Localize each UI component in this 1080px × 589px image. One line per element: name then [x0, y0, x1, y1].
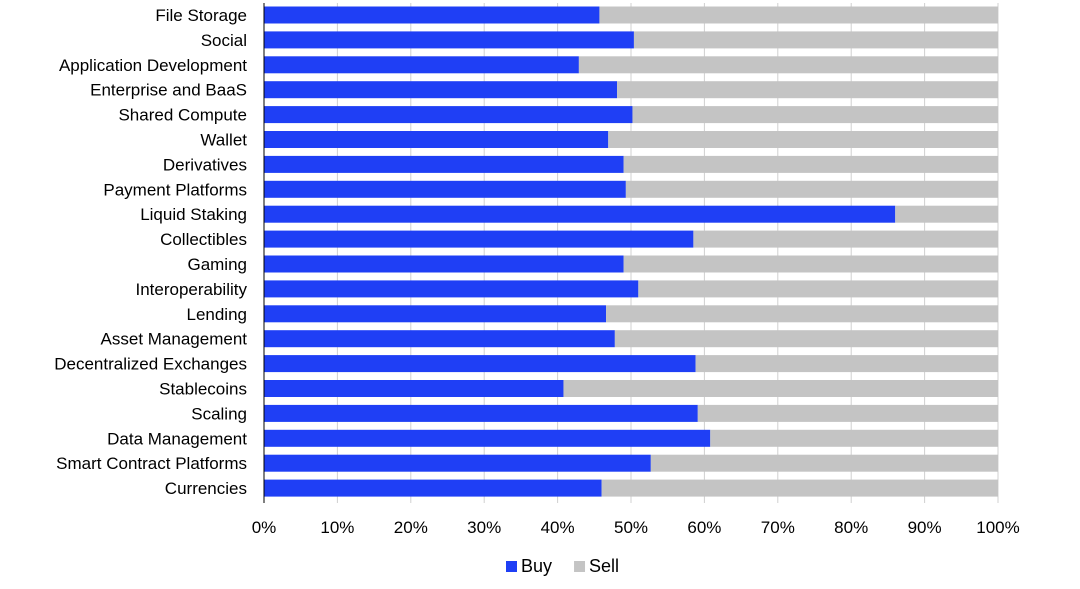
bar-buy	[264, 106, 633, 124]
bar-sell	[623, 255, 998, 273]
category-label: Liquid Staking	[140, 205, 247, 224]
category-label: Decentralized Exchanges	[54, 355, 247, 374]
x-tick-label: 100%	[976, 518, 1019, 537]
bar-buy	[264, 155, 624, 173]
x-tick-label: 80%	[834, 518, 868, 537]
bar-buy	[264, 230, 694, 248]
bar-buy	[264, 31, 634, 49]
legend-label-buy: Buy	[521, 556, 552, 576]
category-label: Derivatives	[163, 155, 247, 174]
bar-sell	[614, 330, 998, 348]
category-label: Smart Contract Platforms	[56, 454, 247, 473]
bar-buy	[264, 6, 600, 24]
bars-group	[264, 6, 998, 497]
bar-buy	[264, 280, 639, 298]
category-label: Wallet	[200, 131, 247, 150]
bar-sell	[693, 230, 998, 248]
x-tick-label: 20%	[394, 518, 428, 537]
category-label: Application Development	[59, 56, 247, 75]
legend-swatch-buy	[506, 561, 517, 572]
category-label: Gaming	[187, 255, 247, 274]
bar-buy	[264, 454, 651, 472]
bar-sell	[633, 31, 998, 49]
bar-sell	[601, 479, 998, 497]
bar-sell	[623, 155, 998, 173]
bar-sell	[608, 131, 998, 148]
category-label: Enterprise and BaaS	[90, 81, 247, 100]
x-tick-label: 60%	[687, 518, 721, 537]
legend-label-sell: Sell	[589, 556, 619, 576]
x-tick-label: 0%	[252, 518, 277, 537]
category-label: Asset Management	[101, 330, 248, 349]
bar-sell	[578, 56, 998, 74]
bar-buy	[264, 131, 609, 148]
category-label: Currencies	[165, 479, 247, 498]
bar-sell	[606, 305, 998, 323]
legend: Buy Sell	[506, 556, 619, 576]
legend-swatch-sell	[574, 561, 586, 572]
bar-sell	[617, 81, 998, 99]
category-label: Interoperability	[135, 280, 247, 299]
bar-sell	[697, 404, 998, 422]
bar-buy	[264, 81, 618, 99]
category-label: Collectibles	[160, 230, 247, 249]
bar-buy	[264, 479, 602, 497]
bar-buy	[264, 205, 896, 223]
category-label: Shared Compute	[118, 106, 247, 125]
category-labels: File Storage Social Application Developmen…	[54, 6, 247, 498]
category-label: Social	[201, 31, 247, 50]
category-label: Stablecoins	[159, 380, 247, 399]
category-label: Lending	[186, 305, 247, 324]
x-tick-label: 70%	[761, 518, 795, 537]
category-label: Data Management	[107, 429, 247, 448]
bar-sell	[650, 454, 998, 472]
bar-sell	[563, 380, 998, 397]
x-tick-labels: 0% 10% 20% 30% 40% 50% 60% 70% 80% 90% 100%	[252, 518, 1020, 537]
category-label: File Storage	[155, 6, 247, 25]
bar-buy	[264, 56, 579, 74]
category-label: Payment Platforms	[103, 180, 247, 199]
bar-buy	[264, 380, 564, 397]
bar-sell	[895, 205, 998, 223]
x-tick-label: 40%	[541, 518, 575, 537]
gridlines	[263, 3, 999, 503]
bar-sell	[625, 180, 998, 198]
bar-sell	[638, 280, 998, 298]
x-tick-label: 30%	[467, 518, 501, 537]
bar-buy	[264, 330, 615, 348]
bar-buy	[264, 255, 624, 273]
x-tick-label: 50%	[614, 518, 648, 537]
bar-buy	[264, 404, 698, 422]
x-tick-label: 10%	[320, 518, 354, 537]
bar-sell	[710, 429, 998, 447]
bar-sell	[632, 106, 998, 124]
category-label: Scaling	[191, 404, 247, 423]
bar-buy	[264, 305, 607, 323]
bar-buy	[264, 355, 696, 373]
bar-buy	[264, 180, 626, 198]
bar-sell	[599, 6, 998, 24]
bar-sell	[695, 355, 998, 373]
bar-buy	[264, 429, 711, 447]
x-tick-label: 90%	[908, 518, 942, 537]
